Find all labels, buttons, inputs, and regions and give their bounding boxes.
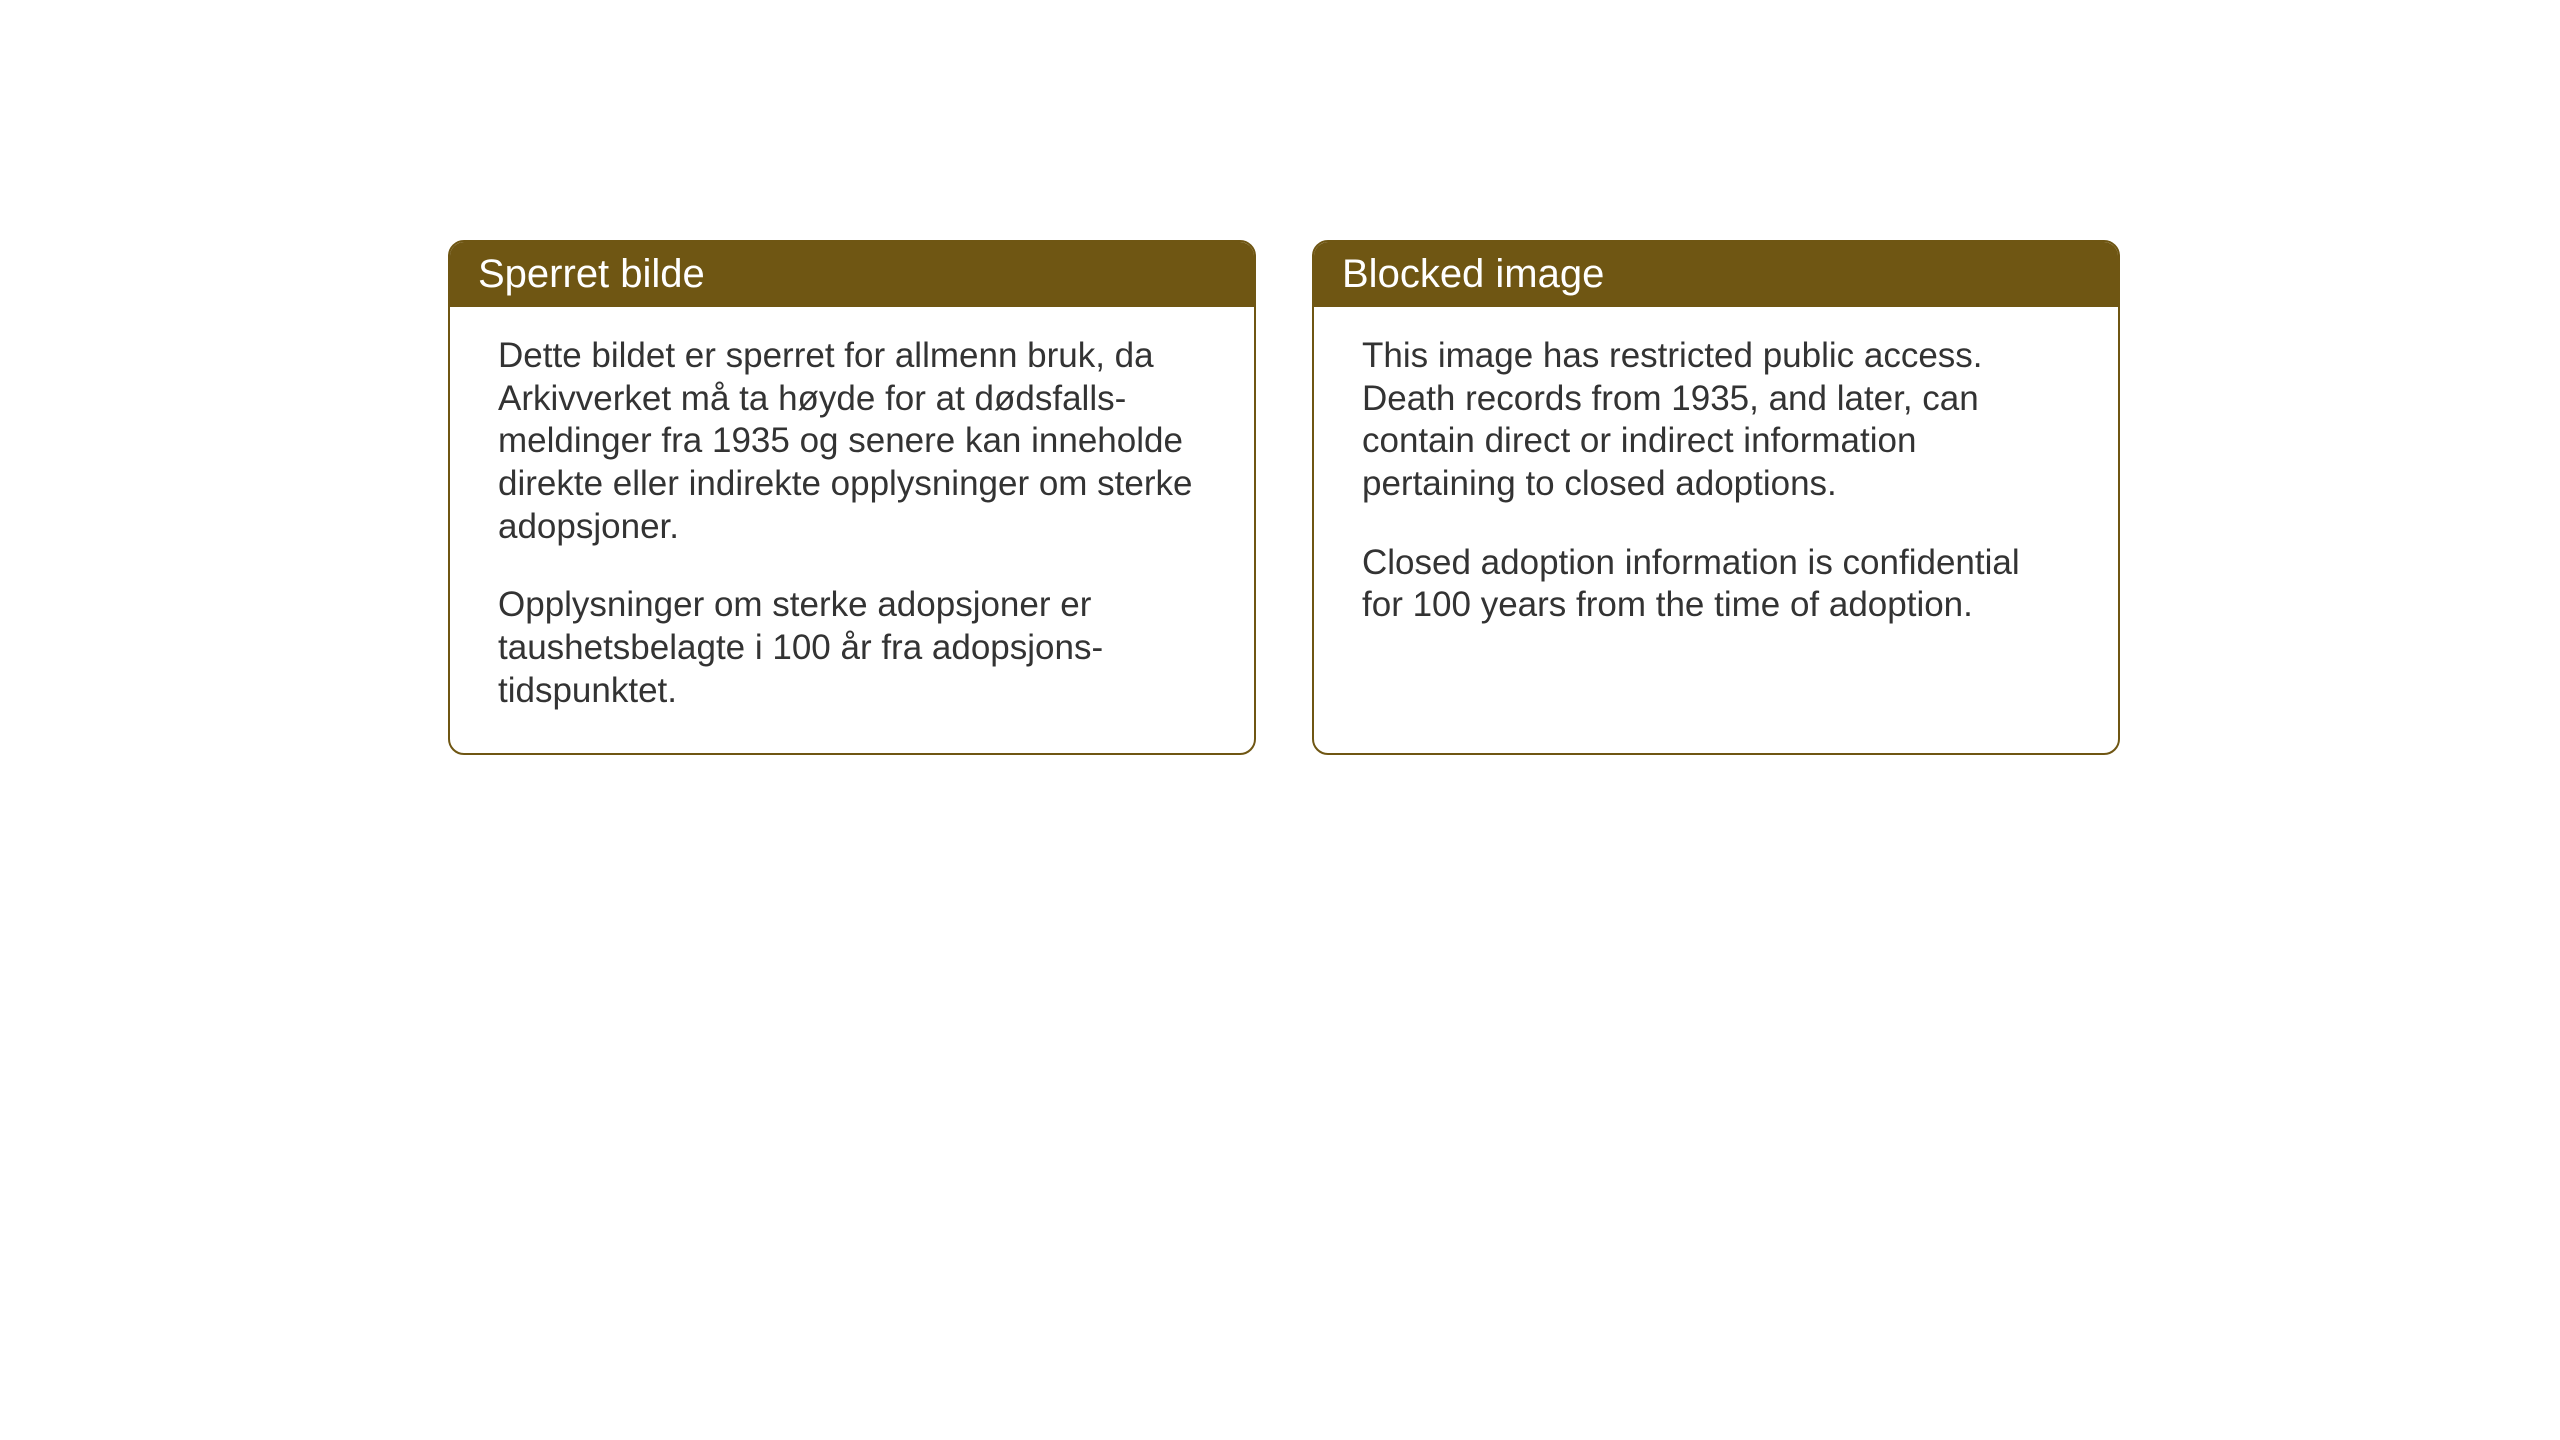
notice-card-norwegian: Sperret bilde Dette bildet er sperret fo… [448,240,1256,755]
notice-header-english: Blocked image [1314,242,2118,307]
notice-paragraph-1-norwegian: Dette bildet er sperret for allmenn bruk… [498,335,1206,548]
notice-title-norwegian: Sperret bilde [478,252,705,296]
notice-title-english: Blocked image [1342,252,1604,296]
notice-header-norwegian: Sperret bilde [450,242,1254,307]
notice-body-english: This image has restricted public access.… [1314,307,2118,727]
notice-paragraph-1-english: This image has restricted public access.… [1362,335,2070,506]
notice-card-english: Blocked image This image has restricted … [1312,240,2120,755]
notice-paragraph-2-english: Closed adoption information is confident… [1362,542,2070,627]
notice-body-norwegian: Dette bildet er sperret for allmenn bruk… [450,307,1254,753]
notice-paragraph-2-norwegian: Opplysninger om sterke adopsjoner er tau… [498,584,1206,712]
notice-cards-container: Sperret bilde Dette bildet er sperret fo… [448,240,2120,755]
